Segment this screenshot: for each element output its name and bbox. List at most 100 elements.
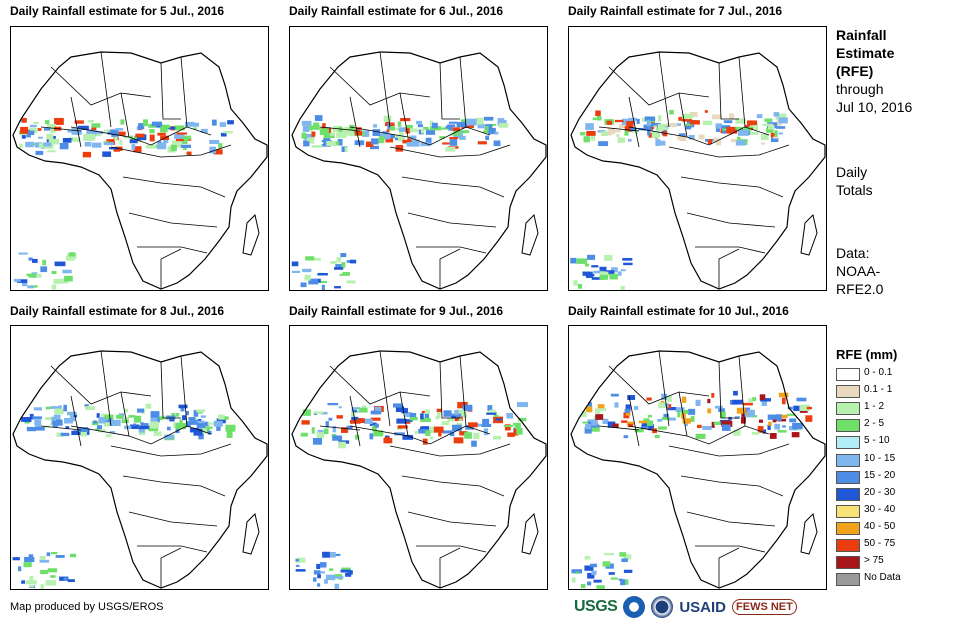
rainfall-cell bbox=[150, 411, 160, 418]
rainfall-cell bbox=[792, 422, 803, 430]
rainfall-cell bbox=[623, 262, 633, 266]
rainfall-cell bbox=[300, 434, 307, 437]
rainfall-cell bbox=[323, 428, 329, 435]
rainfall-cell bbox=[583, 136, 590, 143]
rainfall-cell bbox=[589, 425, 600, 432]
rainfall-cell bbox=[678, 116, 686, 121]
rainfall-cell bbox=[103, 142, 114, 146]
legend-label: 30 - 40 bbox=[864, 503, 896, 515]
rainfall-cell bbox=[166, 426, 171, 431]
rainfall-cell bbox=[772, 419, 777, 423]
rainfall-cell bbox=[302, 409, 311, 416]
country-border bbox=[329, 365, 431, 405]
rainfall-cell bbox=[325, 574, 336, 581]
africa-coastline bbox=[12, 51, 268, 290]
rainfall-cell bbox=[397, 121, 402, 127]
country-border bbox=[399, 391, 467, 445]
rainfall-cell bbox=[608, 572, 615, 575]
rainfall-cell bbox=[182, 138, 188, 144]
country-border bbox=[137, 545, 208, 553]
rainfall-cell bbox=[334, 286, 341, 289]
rainfall-cell bbox=[735, 118, 746, 124]
country-border bbox=[128, 212, 218, 228]
country-border bbox=[379, 350, 391, 427]
rainfall-cell bbox=[308, 278, 319, 285]
rainfall-cell bbox=[120, 119, 125, 125]
rainfall-cell bbox=[610, 577, 619, 580]
rainfall-cell bbox=[606, 120, 612, 125]
rainfall-cell bbox=[53, 414, 61, 421]
rainfall-cell bbox=[77, 427, 89, 433]
rainfall-cell bbox=[34, 426, 45, 431]
rainfall-cell bbox=[317, 272, 328, 276]
rainfall-cell bbox=[402, 434, 414, 440]
rainfall-cell bbox=[729, 113, 733, 119]
rainfall-cell bbox=[576, 258, 588, 264]
rainfall-cell bbox=[623, 569, 633, 573]
rainfall-cell bbox=[457, 409, 464, 413]
rainfall-cell bbox=[362, 130, 370, 137]
rainfall-cell bbox=[50, 128, 56, 133]
rainfall-cell bbox=[32, 416, 42, 420]
rainfall-cell bbox=[688, 408, 696, 415]
rainfall-cell bbox=[458, 130, 470, 134]
country-border bbox=[160, 248, 182, 289]
rainfall-cell bbox=[18, 252, 28, 255]
country-border bbox=[407, 212, 497, 228]
rainfall-cell bbox=[397, 425, 408, 429]
rainfall-cell bbox=[344, 126, 352, 129]
rainfall-cell bbox=[145, 144, 157, 149]
rainfall-cell bbox=[442, 142, 450, 145]
rainfall-cell bbox=[355, 434, 360, 440]
rainfall-cell bbox=[53, 279, 63, 284]
side-title: Rainfall Estimate (RFE) through Jul 10, … bbox=[836, 26, 912, 116]
rainfall-cell bbox=[414, 430, 419, 435]
rainfall-cell bbox=[198, 432, 204, 440]
rainfall-cell bbox=[16, 279, 28, 283]
rainfall-cell bbox=[340, 569, 352, 573]
rainfall-cell bbox=[512, 422, 521, 426]
rainfall-cell bbox=[334, 574, 343, 578]
country-border bbox=[439, 248, 461, 289]
map-panel-4 bbox=[10, 325, 269, 590]
rainfall-cell bbox=[51, 416, 55, 422]
rainfall-cell bbox=[313, 570, 321, 575]
rainfall-cell bbox=[688, 134, 695, 140]
rainfall-cell bbox=[211, 119, 217, 126]
rainfall-cell bbox=[737, 136, 741, 141]
rainfall-cell bbox=[303, 133, 315, 140]
rainfall-cell bbox=[138, 425, 150, 430]
rainfall-cell bbox=[447, 124, 456, 127]
rainfall-cell bbox=[587, 581, 592, 586]
rainfall-cell bbox=[97, 425, 103, 430]
country-border bbox=[70, 425, 130, 437]
country-border bbox=[598, 425, 640, 431]
rainfall-cell bbox=[624, 408, 630, 414]
rainfall-cell bbox=[369, 422, 377, 426]
rainfall-cell bbox=[402, 139, 412, 144]
rainfall-cell bbox=[482, 418, 490, 425]
rainfall-cell bbox=[422, 126, 429, 130]
rainfall-cell bbox=[587, 421, 592, 427]
rainfall-cell bbox=[591, 570, 597, 576]
fews-net-logo: FEWS NET bbox=[732, 599, 797, 615]
rainfall-cell bbox=[598, 408, 607, 411]
rainfall-cell bbox=[736, 407, 746, 414]
rainfall-cell bbox=[341, 262, 346, 268]
rainfall-cell bbox=[42, 259, 47, 266]
rainfall-cell bbox=[453, 130, 461, 136]
rainfall-cell bbox=[21, 581, 26, 584]
rainfall-cell bbox=[113, 149, 121, 152]
rainfall-cell bbox=[124, 408, 128, 413]
rainfall-cell bbox=[333, 267, 344, 270]
rainfall-cell bbox=[183, 135, 191, 140]
rainfall-cell bbox=[647, 128, 651, 136]
rainfall-cell bbox=[646, 119, 651, 127]
rainfall-layer bbox=[291, 115, 509, 290]
rainfall-cell bbox=[420, 142, 431, 147]
rainfall-cell bbox=[341, 567, 351, 571]
rainfall-cell bbox=[620, 579, 626, 586]
rainfall-cell bbox=[685, 123, 693, 126]
rainfall-cell bbox=[621, 558, 628, 563]
rainfall-cell bbox=[464, 432, 472, 439]
